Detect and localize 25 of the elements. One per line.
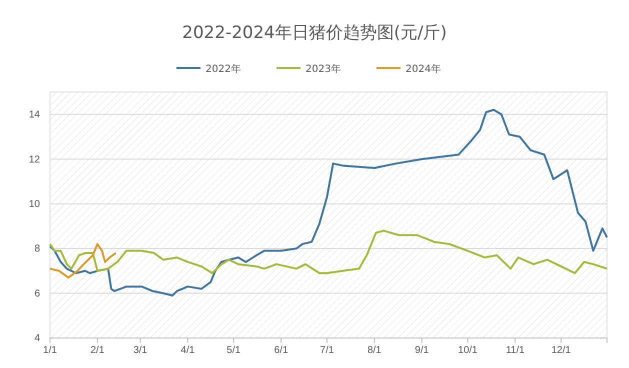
x-tick-label: 9/1 <box>414 345 430 356</box>
chart-title: 2022-2024年日猪价趋势图(元/斤) <box>182 23 447 43</box>
x-tick-label: 12/1 <box>551 345 572 356</box>
line-series <box>49 230 608 274</box>
legend-label: 2024年 <box>406 63 441 75</box>
x-tick-label: 8/1 <box>367 345 382 356</box>
x-tick-label: 6/1 <box>274 345 288 356</box>
y-tick-label: 10 <box>28 199 40 210</box>
legend-label: 2022年 <box>206 63 241 75</box>
legend-label: 2023年 <box>306 63 341 75</box>
y-tick-label: 14 <box>28 110 40 121</box>
x-tick-label: 10/1 <box>458 345 478 356</box>
y-tick-label: 12 <box>28 154 40 166</box>
x-tick-label: 2/1 <box>90 345 105 356</box>
x-tick-label: 3/1 <box>133 345 148 356</box>
y-tick-label: 8 <box>34 244 40 255</box>
x-tick-label: 4/1 <box>180 345 196 356</box>
line-series <box>49 108 608 297</box>
y-tick-label: 4 <box>34 333 40 344</box>
line-series <box>49 243 117 279</box>
x-tick-label: 5/1 <box>226 345 242 356</box>
y-tick-label: 6 <box>34 288 40 300</box>
x-tick-label: 7/1 <box>320 345 334 356</box>
x-tick-label: 11/1 <box>506 345 525 356</box>
x-tick-label: 1/1 <box>43 345 58 356</box>
